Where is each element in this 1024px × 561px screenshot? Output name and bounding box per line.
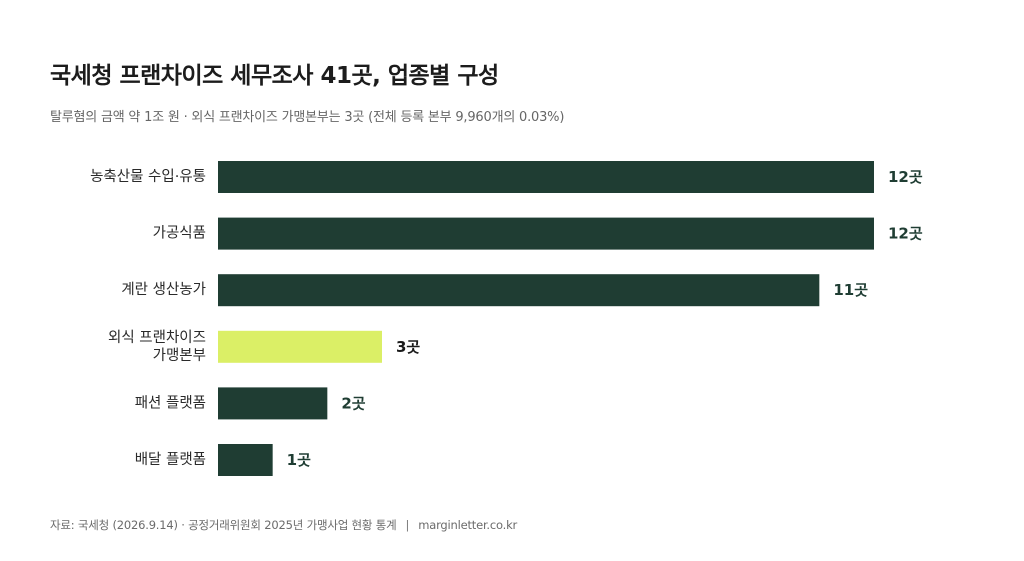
bar: [218, 217, 874, 250]
footer-separator: |: [405, 518, 410, 532]
source-note: 자료: 국세청 (2026.9.14) · 공정거래위원회 2025년 가맹사업…: [50, 518, 397, 532]
category-label: 농축산물 수입·유통: [90, 168, 206, 185]
bar: [218, 161, 874, 193]
category-label: 가공식품: [153, 225, 206, 242]
value-label: 12곳: [888, 225, 923, 243]
bar: [218, 444, 273, 476]
bar: [218, 330, 382, 363]
category-label: 외식 프랜차이즈 가맹본부: [108, 329, 206, 364]
value-label: 1곳: [287, 451, 311, 469]
bar: [218, 387, 328, 420]
value-label: 12곳: [888, 168, 923, 186]
chart-subtitle: 탈루혐의 금액 약 1조 원 · 외식 프랜차이즈 가맹본부는 3곳 (전체 등…: [50, 110, 565, 125]
category-label: 배달 플랫폼: [135, 451, 206, 468]
value-label: 3곳: [396, 338, 420, 356]
category-label: 계란 생산농가: [121, 281, 206, 298]
bar: [218, 274, 820, 307]
site-link[interactable]: marginletter.co.kr: [418, 518, 518, 532]
value-label: 2곳: [341, 394, 365, 412]
category-label: 패션 플랫폼: [135, 394, 206, 411]
chart-title: 국세청 프랜차이즈 세무조사 41곳, 업종별 구성: [50, 63, 499, 89]
footer: 자료: 국세청 (2026.9.14) · 공정거래위원회 2025년 가맹사업…: [50, 517, 517, 533]
value-label: 11곳: [833, 281, 868, 299]
